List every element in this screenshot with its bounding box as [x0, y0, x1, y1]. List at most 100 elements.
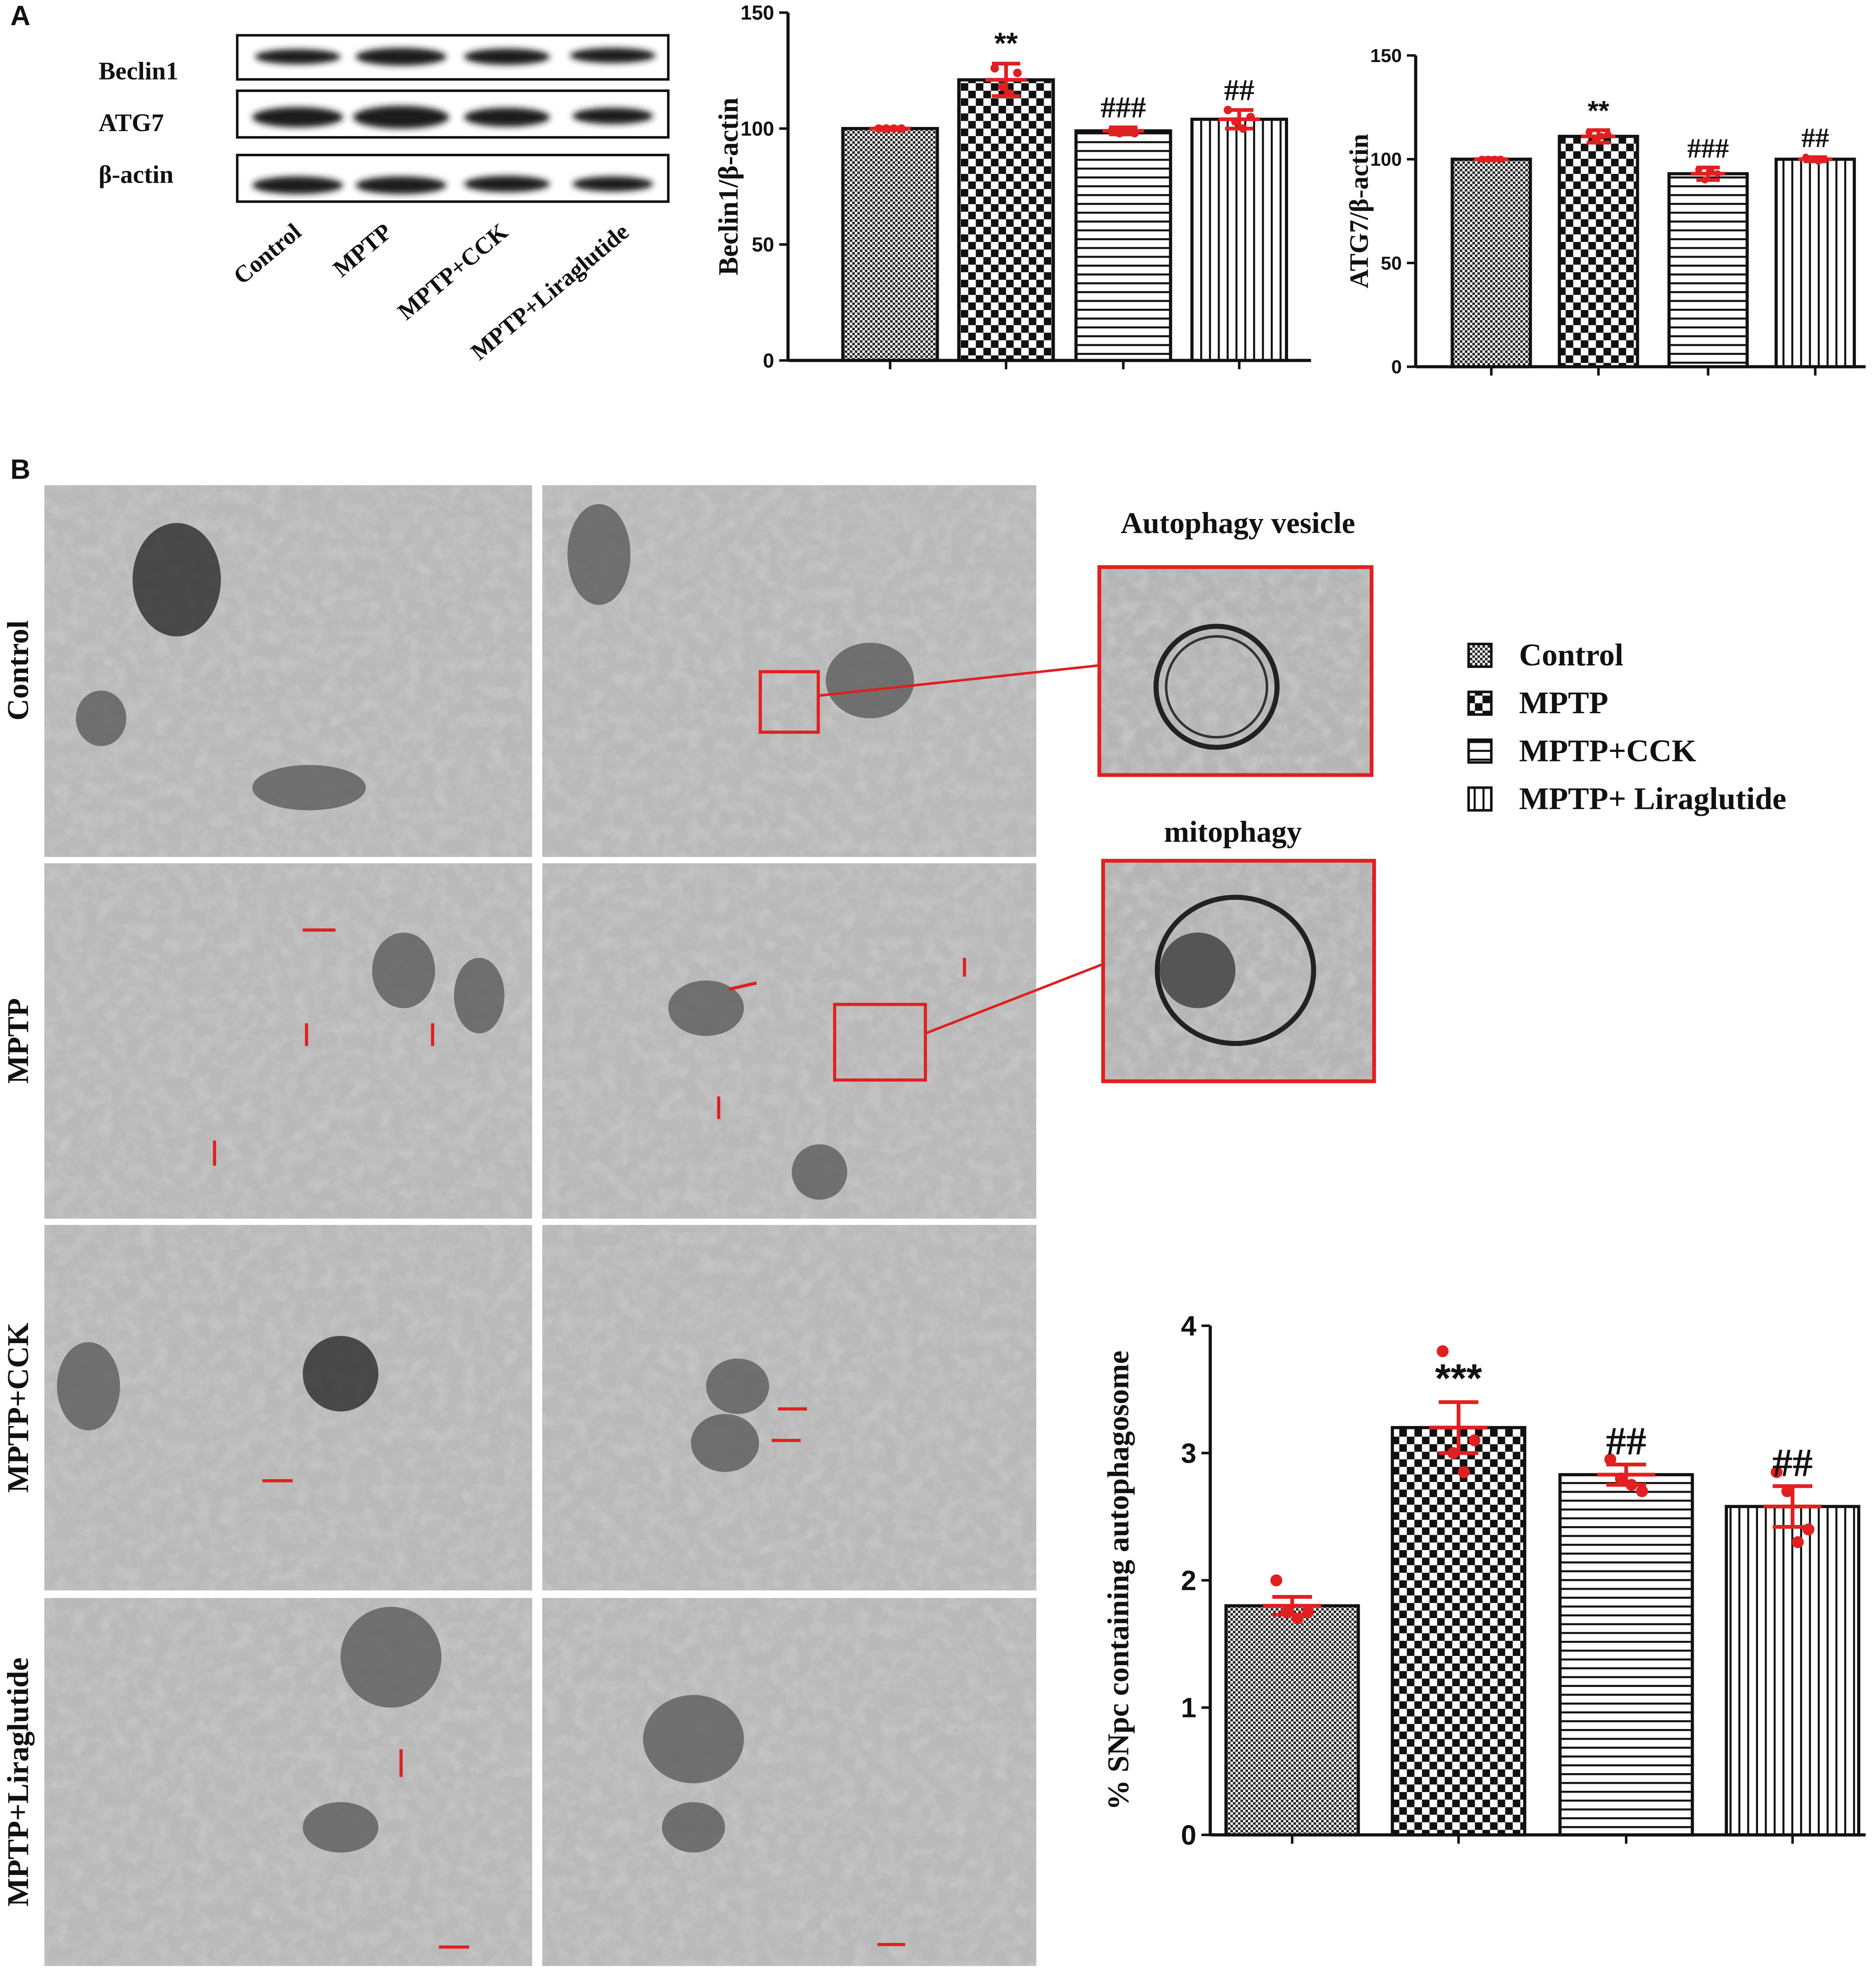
data-point	[1636, 1485, 1648, 1497]
blot-row-label: β-actin	[99, 161, 174, 188]
y-tick-label: 0	[1181, 1820, 1196, 1851]
data-point	[1802, 153, 1810, 161]
bar	[957, 78, 1055, 362]
data-point	[1291, 1612, 1304, 1625]
y-axis-label: ATG7/β-actin	[1344, 134, 1373, 289]
data-point	[1013, 68, 1022, 78]
data-point	[1484, 155, 1492, 163]
blot: Beclin1 ATG7 β-actin Control MPTP MPTP+C…	[99, 34, 670, 365]
data-point	[1714, 170, 1721, 177]
em-row-label: MPTP+Liraglutide	[1, 1657, 35, 1906]
bar	[1558, 134, 1639, 369]
legend-label: MPTP+ Liraglutide	[1519, 781, 1786, 816]
data-point	[1005, 89, 1014, 98]
data-point	[1231, 117, 1240, 126]
legend-swatch	[1467, 643, 1493, 668]
data-point	[889, 124, 898, 133]
bar	[1224, 1604, 1360, 1837]
data-point	[1491, 155, 1498, 163]
bar	[1775, 157, 1856, 369]
legend-swatch	[1467, 691, 1493, 716]
inset-title: mitophagy	[1164, 815, 1302, 848]
blot-lane-label: MPTP+CCK	[393, 218, 513, 325]
data-point	[1625, 1479, 1638, 1491]
bar	[1558, 1473, 1694, 1837]
bar	[1725, 1505, 1860, 1837]
data-point	[1592, 137, 1599, 144]
y-tick-label: 100	[741, 118, 774, 140]
blot-row-label: ATG7	[99, 109, 164, 137]
data-point	[1223, 106, 1232, 115]
data-point	[882, 124, 891, 133]
data-point	[897, 124, 906, 133]
data-point	[875, 124, 883, 133]
y-tick-label: 100	[1370, 148, 1401, 170]
y-tick-label: 0	[763, 350, 774, 372]
bar	[1190, 117, 1288, 362]
y-axis-label: % SNpc containing autophagosome	[1102, 1351, 1135, 1810]
legend-swatch	[1467, 786, 1493, 812]
y-tick-label: 4	[1181, 1311, 1197, 1341]
data-point	[1497, 155, 1505, 163]
bar	[841, 127, 939, 362]
em-images: Control MPTP MPTP+CCK MPTP+Liraglutide A…	[1, 485, 1376, 1966]
legend-label: MPTP+CCK	[1519, 733, 1696, 768]
panel-label: A	[10, 0, 31, 31]
data-point	[1270, 1574, 1282, 1586]
bar	[1667, 172, 1749, 369]
data-point	[1615, 1472, 1627, 1485]
data-point	[1302, 1606, 1314, 1618]
bar	[1450, 157, 1532, 369]
data-point	[1585, 129, 1593, 136]
y-tick-label: 150	[1370, 45, 1401, 66]
blot-lane-label: MPTP	[328, 218, 397, 282]
data-point	[1107, 127, 1117, 135]
significance-label: ##	[1224, 73, 1254, 106]
data-point	[990, 64, 999, 73]
significance-label: **	[994, 26, 1018, 60]
data-point	[1821, 155, 1828, 163]
significance-label: ***	[1435, 1356, 1482, 1401]
data-point	[1239, 124, 1248, 133]
bar	[1074, 129, 1172, 362]
y-tick-label: 1	[1181, 1693, 1196, 1724]
bar	[1391, 1426, 1526, 1837]
inset-title: Autophagy vesicle	[1121, 506, 1355, 540]
data-point	[1130, 129, 1139, 138]
significance-label: ##	[1801, 122, 1829, 153]
data-point	[1701, 176, 1709, 184]
em-row-label: Control	[1, 620, 35, 721]
legend-swatch	[1467, 738, 1493, 764]
legend-label: MPTP	[1519, 685, 1608, 720]
panel-label: B	[10, 454, 31, 485]
significance-label: ##	[1773, 1440, 1813, 1485]
data-point	[1770, 1466, 1783, 1478]
data-point	[1802, 1523, 1815, 1536]
data-point	[1115, 129, 1124, 138]
data-point	[1604, 1453, 1616, 1466]
data-point	[1478, 155, 1486, 163]
data-point	[1791, 1536, 1804, 1548]
data-point	[1604, 131, 1612, 138]
y-tick-label: 2	[1181, 1565, 1196, 1596]
significance-label: **	[1588, 95, 1610, 126]
em-row-label: MPTP+CCK	[1, 1323, 35, 1493]
data-point	[998, 82, 1007, 91]
data-point	[1781, 1485, 1794, 1497]
layout: A B Beclin1 ATG7 β-actin Control MPTP MP…	[1, 0, 1376, 1966]
data-point	[1458, 1466, 1470, 1478]
y-tick-label: 0	[1391, 356, 1402, 378]
data-point	[1598, 133, 1605, 140]
y-tick-label: 150	[741, 2, 774, 24]
y-tick-label: 3	[1181, 1438, 1196, 1469]
significance-label: ###	[1100, 91, 1146, 124]
blot-row-label: Beclin1	[99, 58, 179, 85]
data-point	[1281, 1606, 1293, 1618]
legend-label: Control	[1519, 637, 1623, 672]
data-point	[1808, 155, 1816, 163]
data-point	[1447, 1447, 1460, 1459]
data-point	[1123, 127, 1131, 135]
y-axis-label: Beclin1/β-actin	[713, 98, 744, 275]
significance-label: ###	[1687, 133, 1729, 164]
